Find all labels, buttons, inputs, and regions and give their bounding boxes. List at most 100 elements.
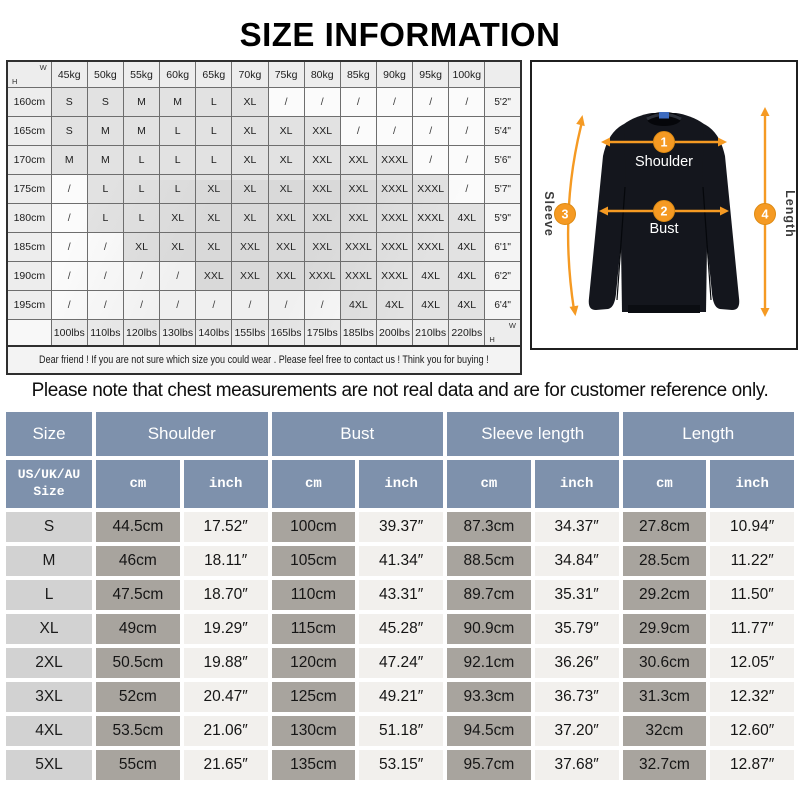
corner-weight-label: W: [508, 321, 516, 330]
matrix-note-text: Dear friend ! If you are not sure which …: [39, 354, 489, 366]
cm-value-cell: 32cm: [622, 716, 707, 746]
size-cell: XL: [231, 203, 269, 233]
size-cell: /: [50, 232, 88, 262]
cm-value-cell: 46cm: [96, 546, 180, 576]
inch-value-cell: 20.47″: [183, 682, 268, 712]
length-measure: 4 Length: [754, 107, 797, 317]
marker-2-number: 2: [661, 205, 668, 219]
cm-value-cell: 55cm: [96, 750, 180, 780]
inch-value-cell: 12.60″: [710, 716, 794, 746]
size-cell: /: [303, 290, 341, 320]
inch-value-cell: 47.24″: [359, 648, 443, 678]
inch-value-cell: 10.94″: [710, 512, 794, 542]
size-cell: XXXL: [375, 174, 414, 204]
size-cell: L: [195, 116, 233, 146]
size-cell: XXL: [303, 145, 341, 175]
weight-header: 85kg: [339, 60, 377, 88]
cm-value-cell: 89.7cm: [447, 580, 531, 610]
size-cell: XXXL: [412, 203, 450, 233]
cm-value-cell: 47.5cm: [96, 580, 180, 610]
size-name-cell: 5XL: [6, 750, 92, 780]
size-cell: XL: [231, 116, 269, 146]
marker-3: [554, 203, 576, 225]
top-section: W H 45kg 50kg 55kg 60kg 65kg 70kg 75kg 80kg 85kg…: [0, 60, 800, 375]
cm-value-cell: 28.5cm: [622, 546, 707, 576]
matrix-header-row: W H 45kg 50kg 55kg 60kg 65kg 70kg 75kg 80kg 85kg…: [6, 60, 522, 88]
size-cell: /: [412, 116, 450, 146]
size-cell: 4XL: [412, 290, 450, 320]
weight-header: 70kg: [231, 60, 269, 88]
feet-label: 6'2": [484, 261, 522, 291]
size-cell: 4XL: [448, 203, 486, 233]
page-title: SIZE INFORMATION: [239, 16, 561, 53]
size-cell: /: [50, 261, 88, 291]
size-cell: XXL: [267, 203, 305, 233]
inch-value-cell: 19.29″: [183, 614, 268, 644]
feet-label: 5'6": [484, 145, 522, 175]
size-cell: XXXL: [375, 261, 414, 291]
shoulder-measure: 1 Shoulder: [601, 131, 727, 170]
feet-label: 5'9": [484, 203, 522, 233]
size-cell: /: [267, 87, 305, 117]
size-row: 3XL 52cm 20.47″ 125cm 49.21″ 93.3cm 36.73″ 31.3…: [6, 682, 794, 712]
matrix-row: 160cm S S M M L XL / / / / //5'2": [6, 87, 522, 117]
size-cell: 4XL: [375, 290, 414, 320]
matrix-row: 170cm M M L L L XL XL XXL XXL XXXL //5'6": [6, 145, 522, 175]
size-cell: /: [50, 203, 88, 233]
size-cell: M: [86, 116, 124, 146]
unit-header: inch: [359, 460, 443, 508]
weight-header: 75kg: [267, 60, 305, 88]
size-cell: XL: [159, 232, 197, 262]
size-cell: /: [50, 174, 88, 204]
size-name-cell: 4XL: [6, 716, 92, 746]
size-cell: /: [375, 87, 414, 117]
sleeve-measure: 3 Sleeve: [542, 115, 585, 316]
size-row: 2XL 50.5cm 19.88″ 120cm 47.24″ 92.1cm 36.26″ 30…: [6, 648, 794, 678]
inch-value-cell: 36.26″: [534, 648, 619, 678]
height-label: 180cm: [6, 203, 52, 233]
bust-measure: 2 Bust: [599, 200, 729, 237]
pounds-header: 110lbs: [86, 319, 124, 347]
marker-4-number: 4: [762, 208, 769, 222]
size-cell: /: [122, 290, 161, 320]
group-header: Bust: [271, 412, 443, 456]
group-header: Length: [622, 412, 794, 456]
size-cell: /: [448, 145, 486, 175]
cm-value-cell: 90.9cm: [447, 614, 531, 644]
weight-header: 65kg: [195, 60, 233, 88]
height-label: 185cm: [6, 232, 52, 262]
pounds-header: 100lbs: [50, 319, 88, 347]
size-cell: /: [50, 290, 88, 320]
size-cell: /: [412, 87, 450, 117]
disclaimer-text: Please note that chest measurements are …: [31, 380, 769, 401]
size-cell: S: [50, 116, 88, 146]
marker-4: [754, 203, 776, 225]
sweater-illustration: 1 Shoulder 2 Bust: [542, 107, 797, 317]
feet-header: [484, 60, 522, 88]
size-cell: M: [159, 87, 197, 117]
inch-value-cell: 12.87″: [710, 750, 794, 780]
corner-height-label: H: [489, 335, 495, 344]
corner-height-label: H: [12, 77, 18, 86]
inch-value-cell: 49.21″: [359, 682, 443, 712]
cm-value-cell: 30.6cm: [622, 648, 707, 678]
sleeve-label: Sleeve: [542, 191, 556, 237]
cm-value-cell: 93.3cm: [447, 682, 531, 712]
size-cell: XXXL: [339, 232, 377, 262]
size-cell: XXXL: [375, 145, 414, 175]
inch-value-cell: 34.37″: [534, 512, 619, 542]
inch-value-cell: 51.18″: [359, 716, 443, 746]
inch-value-cell: 36.73″: [534, 682, 619, 712]
group-header: Shoulder: [96, 412, 268, 456]
cm-value-cell: 31.3cm: [622, 682, 707, 712]
height-label: 190cm: [6, 261, 52, 291]
size-cell: XXL: [303, 116, 341, 146]
size-cell: /: [448, 87, 486, 117]
cm-value-cell: 44.5cm: [96, 512, 180, 542]
size-cell: S: [86, 87, 124, 117]
size-cell: XXL: [231, 232, 269, 262]
inch-value-cell: 41.34″: [359, 546, 443, 576]
pounds-header: 155lbs: [231, 319, 269, 347]
size-cell: L: [159, 116, 197, 146]
cm-value-cell: 29.9cm: [622, 614, 707, 644]
